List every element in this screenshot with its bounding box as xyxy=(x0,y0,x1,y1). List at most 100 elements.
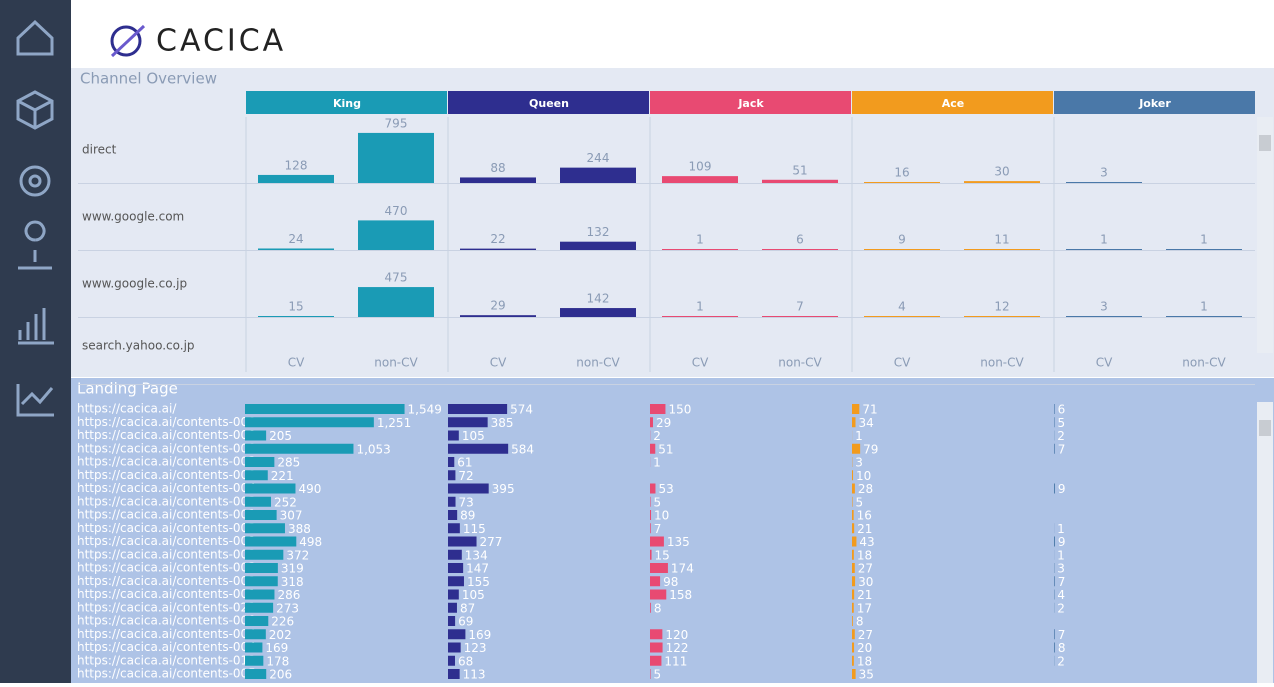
value-label: 1 xyxy=(1057,522,1065,536)
scrollbar[interactable] xyxy=(1257,117,1273,353)
value-label: 202 xyxy=(269,628,292,642)
bar xyxy=(448,404,507,414)
value-label: 307 xyxy=(280,509,303,523)
value-label: 372 xyxy=(286,548,309,562)
url-label: https://cacica.ai/contents-003.. xyxy=(77,455,263,469)
bar xyxy=(245,431,266,441)
value-label: 1 xyxy=(653,456,661,470)
bar xyxy=(852,643,854,653)
bar xyxy=(245,656,263,666)
bar xyxy=(650,510,651,520)
value-label: 2 xyxy=(653,429,661,443)
value-label: 71 xyxy=(862,403,877,417)
value-label: 111 xyxy=(664,654,687,668)
bar xyxy=(245,523,285,533)
group-label: Queen xyxy=(529,97,569,110)
sub-column-label: CV xyxy=(1096,356,1113,370)
bar xyxy=(460,249,536,250)
url-label: https://cacica.ai/contents-001.. xyxy=(77,587,263,601)
bar xyxy=(448,510,457,520)
bar xyxy=(245,550,283,560)
bar xyxy=(1066,182,1142,183)
bar xyxy=(448,444,508,454)
bar xyxy=(245,457,274,467)
value-label: 35 xyxy=(859,668,874,682)
bar xyxy=(448,457,454,467)
url-label: https://cacica.ai/contents-002.. xyxy=(77,547,263,561)
bar xyxy=(1054,629,1055,639)
bar xyxy=(358,287,434,317)
bar xyxy=(650,629,662,639)
bar xyxy=(245,590,274,600)
value-label: 244 xyxy=(587,151,610,165)
value-label: 147 xyxy=(466,562,489,576)
bar xyxy=(864,249,940,250)
url-label: https://cacica.ai/contents-000.. xyxy=(77,441,263,455)
url-label: https://cacica.ai/contents-003.. xyxy=(77,494,263,508)
scrollbar[interactable] xyxy=(1257,402,1273,683)
scroll-thumb[interactable] xyxy=(1259,420,1271,436)
bar xyxy=(762,316,838,317)
value-label: 22 xyxy=(490,232,505,246)
value-label: 1 xyxy=(1200,300,1208,314)
scroll-thumb[interactable] xyxy=(1259,135,1271,151)
bar xyxy=(1066,249,1142,250)
value-label: 9 xyxy=(898,233,906,247)
value-label: 574 xyxy=(510,403,533,417)
bar xyxy=(448,629,465,639)
value-label: 395 xyxy=(492,482,515,496)
bar xyxy=(1054,576,1055,586)
bar xyxy=(964,181,1040,183)
url-label: https://cacica.ai/contents-001.. xyxy=(77,508,263,522)
value-label: 5 xyxy=(1058,416,1066,430)
value-label: 169 xyxy=(468,628,491,642)
value-label: 5 xyxy=(856,495,864,509)
bar xyxy=(650,417,653,427)
bar xyxy=(852,404,859,414)
bar xyxy=(964,249,1040,250)
value-label: 490 xyxy=(298,482,321,496)
bar xyxy=(964,316,1040,317)
bar xyxy=(245,629,266,639)
value-label: 221 xyxy=(271,469,294,483)
value-label: 128 xyxy=(285,158,308,172)
value-label: 29 xyxy=(490,299,505,313)
value-label: 10 xyxy=(654,509,669,523)
value-label: 10 xyxy=(856,469,871,483)
bar xyxy=(852,616,853,626)
url-label: https://cacica.ai/contents-004.. xyxy=(77,640,263,654)
url-label: https://cacica.ai/contents-004.. xyxy=(77,481,263,495)
value-label: 277 xyxy=(480,535,503,549)
value-label: 20 xyxy=(857,641,872,655)
value-label: 73 xyxy=(459,495,474,509)
bar xyxy=(448,484,489,494)
group-label: Ace xyxy=(942,97,965,110)
bar xyxy=(358,220,434,250)
value-label: 105 xyxy=(462,588,485,602)
value-label: 1,251 xyxy=(377,416,411,430)
value-label: 285 xyxy=(277,456,300,470)
bar xyxy=(245,444,353,454)
bar xyxy=(245,470,268,480)
value-label: 1 xyxy=(1057,548,1065,562)
value-label: 1 xyxy=(1100,233,1108,247)
value-label: 87 xyxy=(460,601,475,615)
value-label: 122 xyxy=(666,641,689,655)
value-label: 1,549 xyxy=(408,403,442,417)
bar xyxy=(1054,643,1055,653)
bar xyxy=(448,603,457,613)
value-label: 16 xyxy=(894,165,909,179)
row-label: www.google.co.jp xyxy=(82,277,187,291)
bar xyxy=(560,308,636,317)
bar xyxy=(662,176,738,183)
value-label: 24 xyxy=(288,232,303,246)
value-label: 155 xyxy=(467,575,490,589)
value-label: 1 xyxy=(696,233,704,247)
bar xyxy=(650,563,668,573)
sub-column-label: non-CV xyxy=(1182,356,1226,370)
value-label: 206 xyxy=(269,668,292,682)
value-label: 7 xyxy=(1058,442,1066,456)
value-label: 15 xyxy=(655,548,670,562)
value-label: 7 xyxy=(1058,628,1066,642)
bar xyxy=(460,315,536,317)
